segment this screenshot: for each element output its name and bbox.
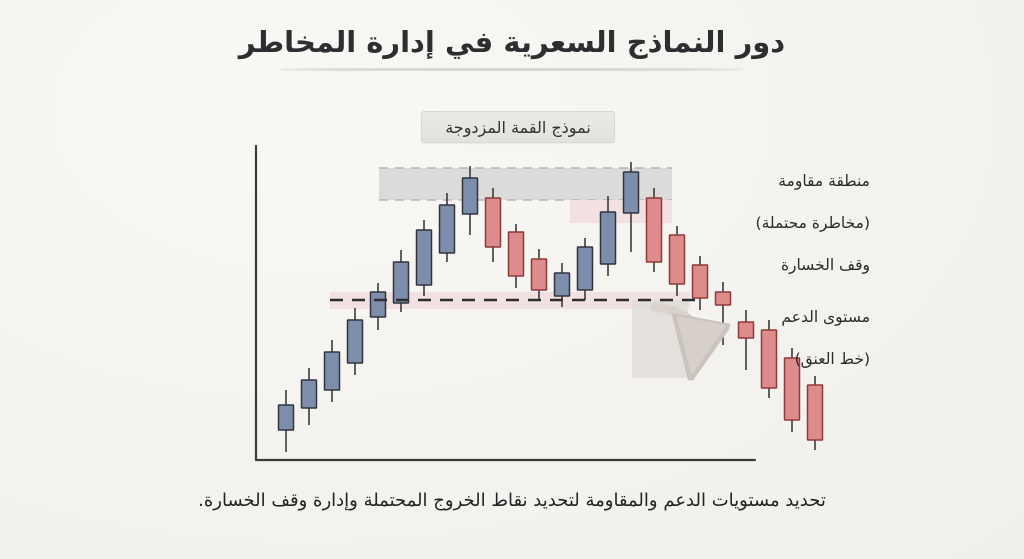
candle-body bbox=[277, 404, 295, 431]
candle-body bbox=[484, 197, 502, 248]
candlestick bbox=[484, 188, 502, 262]
candlestick bbox=[392, 250, 410, 312]
candle-body bbox=[691, 264, 709, 299]
breakdown-arrow-icon bbox=[650, 302, 698, 345]
candlestick bbox=[277, 390, 295, 452]
candlestick bbox=[783, 348, 801, 432]
candlestick bbox=[323, 340, 341, 402]
candlestick bbox=[599, 196, 617, 276]
candle-body bbox=[760, 329, 778, 389]
candle-body bbox=[438, 204, 456, 254]
candle-body bbox=[553, 272, 571, 297]
candlestick bbox=[622, 162, 640, 252]
candlestick bbox=[806, 376, 824, 450]
candlestick bbox=[507, 224, 525, 288]
candle-body bbox=[507, 231, 525, 277]
figure-caption: تحديد مستويات الدعم والمقاومة لتحديد نقا… bbox=[198, 490, 826, 511]
candle-body bbox=[369, 291, 387, 318]
candlestick bbox=[668, 226, 686, 296]
candle-body bbox=[806, 384, 824, 441]
candlestick bbox=[346, 308, 364, 375]
candle-body bbox=[530, 258, 548, 291]
chart-axes bbox=[254, 144, 757, 462]
candle-body bbox=[714, 291, 732, 306]
candlestick bbox=[369, 283, 387, 330]
candlestick bbox=[645, 188, 663, 272]
candle-body bbox=[392, 261, 410, 304]
resistance-label-line1: منطقة مقاومة bbox=[778, 172, 870, 190]
candlestick bbox=[760, 320, 778, 398]
candle-body bbox=[461, 177, 479, 215]
candle-body bbox=[415, 229, 433, 286]
chart-overlays bbox=[330, 298, 700, 345]
candle-body bbox=[323, 351, 341, 391]
candle-series bbox=[277, 162, 824, 452]
candle-body bbox=[300, 379, 318, 409]
title-block: دور النماذج السعرية في إدارة المخاطر bbox=[0, 22, 1024, 71]
candlestick bbox=[300, 368, 318, 425]
candlestick bbox=[461, 166, 479, 235]
resistance-label-line2: (مخاطرة محتملة) bbox=[755, 214, 870, 232]
support-label-line2: (خط العنق) bbox=[794, 350, 870, 368]
support-annotation: مستوى الدعم (خط العنق) bbox=[781, 286, 870, 391]
price-zones bbox=[330, 167, 690, 378]
candle-body bbox=[783, 357, 801, 421]
page-title: دور النماذج السعرية في إدارة المخاطر bbox=[238, 25, 786, 59]
title-underline bbox=[281, 68, 743, 71]
candle-body bbox=[645, 197, 663, 263]
candlestick bbox=[415, 220, 433, 296]
candlestick bbox=[576, 238, 594, 300]
candlestick bbox=[714, 282, 732, 345]
candle-body bbox=[576, 246, 594, 291]
candle-body bbox=[737, 321, 755, 339]
candle-body bbox=[622, 171, 640, 214]
pattern-badge: نموذج القمة المزدوجة bbox=[421, 111, 615, 143]
candlestick bbox=[737, 310, 755, 370]
candle-body bbox=[346, 319, 364, 364]
stoploss-label: وقف الخسارة bbox=[780, 256, 870, 274]
candlestick bbox=[691, 256, 709, 310]
resistance-annotation: منطقة مقاومة (مخاطرة محتملة) وقف الخسارة bbox=[756, 150, 870, 297]
candlestick bbox=[438, 193, 456, 262]
candle-body bbox=[668, 234, 686, 285]
candlestick bbox=[530, 249, 548, 300]
candle-body bbox=[599, 211, 617, 265]
support-label-line1: مستوى الدعم bbox=[781, 308, 870, 326]
